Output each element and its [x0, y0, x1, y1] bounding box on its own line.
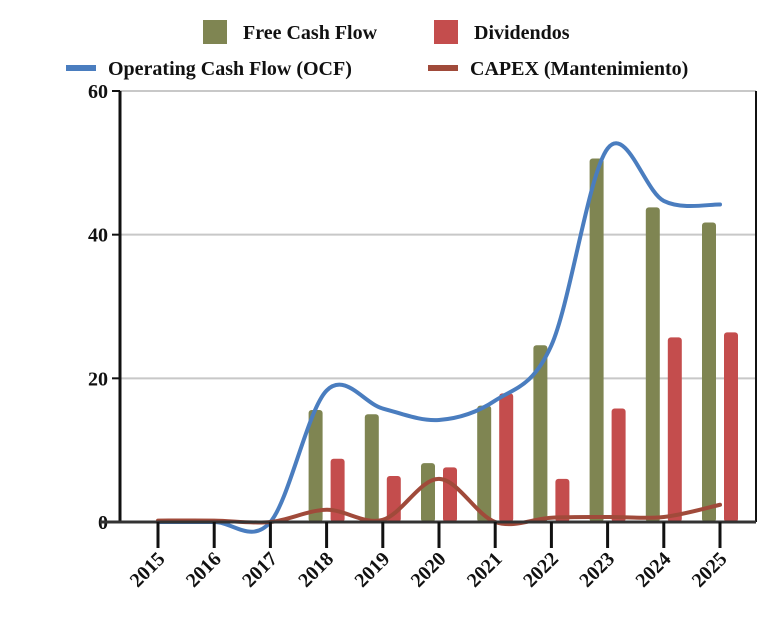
- legend-label: CAPEX (Mantenimiento): [470, 58, 688, 80]
- bar-free-cash-flow: [533, 345, 548, 522]
- x-tick-label: 2016: [182, 548, 226, 592]
- x-tick-label: 2025: [688, 548, 732, 592]
- x-tick-label: 2021: [463, 548, 507, 592]
- bars: [308, 158, 738, 523]
- line-operating-cash-flow-ocf-: [156, 141, 722, 534]
- x-tick-label: 2019: [350, 548, 394, 592]
- y-tick-label: 40: [88, 225, 108, 247]
- bar-free-cash-flow: [364, 414, 379, 522]
- x-tick-label: 2018: [294, 548, 338, 592]
- bar-free-cash-flow: [477, 405, 492, 522]
- x-tick-label: 2022: [519, 548, 563, 592]
- bar-dividendos: [611, 408, 626, 522]
- bar-dividendos: [330, 458, 345, 522]
- legend-swatch: [66, 65, 96, 71]
- legend: Free Cash Flow Dividendos Operating Cash F…: [66, 20, 688, 80]
- legend-swatch: [428, 65, 458, 71]
- bar-free-cash-flow: [645, 207, 660, 522]
- bar-free-cash-flow: [308, 409, 323, 522]
- bar-free-cash-flow: [421, 463, 435, 522]
- x-tick-label: 2020: [407, 548, 451, 592]
- bar-dividendos: [499, 393, 514, 522]
- bar-dividendos: [667, 337, 682, 522]
- bar-free-cash-flow: [702, 222, 716, 522]
- x-tick-label: 2024: [631, 548, 675, 592]
- x-tick-label: 2017: [238, 548, 282, 592]
- legend-swatch: [434, 20, 458, 44]
- lines: [156, 141, 722, 534]
- line-capex-mantenimiento-: [156, 476, 722, 527]
- bar-dividendos: [724, 332, 738, 522]
- legend-swatch: [203, 20, 227, 44]
- bar-dividendos: [443, 467, 457, 522]
- y-tick-label: 20: [88, 368, 108, 390]
- x-tick-label: 2023: [575, 548, 619, 592]
- legend-label: Free Cash Flow: [243, 22, 378, 44]
- bar-dividendos: [555, 478, 570, 522]
- y-tick-label: 60: [88, 81, 108, 103]
- legend-label: Operating Cash Flow (OCF): [108, 58, 352, 80]
- x-tick-label: 2015: [126, 548, 170, 592]
- legend-label: Dividendos: [474, 22, 570, 44]
- bar-free-cash-flow: [589, 158, 604, 523]
- gridlines: [120, 90, 756, 380]
